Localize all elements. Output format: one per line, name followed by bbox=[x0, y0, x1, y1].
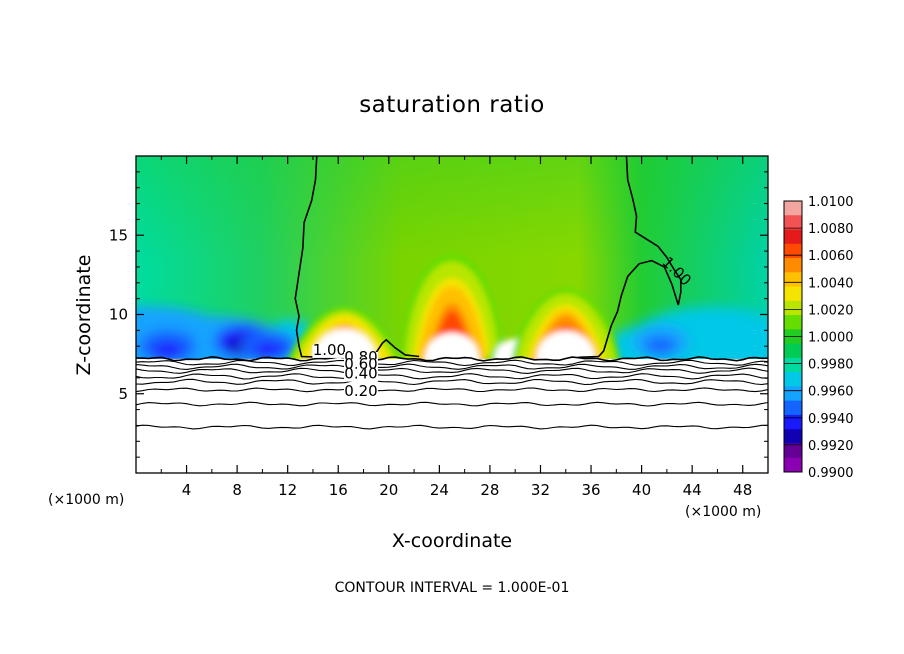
y-tick-label: 15 bbox=[109, 226, 128, 244]
colorbar-label: 0.9940 bbox=[808, 412, 854, 427]
colorbar-swatch bbox=[784, 429, 802, 444]
x-tick-label: 36 bbox=[581, 481, 600, 499]
colorbar-swatch bbox=[784, 272, 802, 287]
colorbar-swatch bbox=[784, 201, 802, 216]
colorbar-swatch bbox=[784, 357, 802, 373]
contour-line bbox=[136, 373, 768, 380]
colorbar-swatch bbox=[784, 400, 802, 416]
chart-title: saturation ratio bbox=[359, 92, 545, 118]
colorbar-swatch bbox=[784, 315, 802, 330]
y-axis-title: Z-coordinate bbox=[73, 255, 95, 376]
contour-label: 1.00 bbox=[313, 341, 346, 359]
colorbar-swatch bbox=[784, 372, 802, 387]
colorbar-label: 1.0060 bbox=[808, 249, 854, 264]
contour-line bbox=[136, 367, 768, 374]
contour-label: 0.60 bbox=[344, 355, 377, 373]
contour-label-bg bbox=[343, 368, 378, 382]
x-tick-label: 48 bbox=[733, 481, 752, 499]
contour-line bbox=[136, 387, 768, 393]
x-tick-label: 8 bbox=[232, 481, 242, 499]
colorbar-label: 0.9980 bbox=[808, 358, 854, 373]
contour-line bbox=[136, 359, 768, 367]
y-tick-label: 5 bbox=[118, 385, 128, 403]
contour-line bbox=[136, 378, 768, 386]
x-tick-label: 40 bbox=[632, 481, 651, 499]
field-minimum-core bbox=[252, 341, 285, 360]
colorbar-swatch bbox=[784, 443, 802, 459]
contour-line bbox=[136, 363, 768, 370]
contour-interval-note: CONTOUR INTERVAL = 1.000E-01 bbox=[335, 580, 570, 596]
colorbar-label: 0.9960 bbox=[808, 385, 854, 400]
contour-label: 0.20 bbox=[344, 382, 377, 400]
colorbar-swatch bbox=[784, 386, 802, 402]
x-tick-label: 44 bbox=[683, 481, 702, 499]
contour-label-bg bbox=[343, 386, 378, 400]
colorbar-swatch bbox=[784, 414, 802, 430]
x-tick-label: 24 bbox=[430, 481, 449, 499]
field-minimum-core bbox=[151, 341, 184, 360]
x-tick-label: 28 bbox=[480, 481, 499, 499]
x-unit-left: (×1000 m) bbox=[48, 492, 124, 508]
colorbar-swatch bbox=[784, 457, 802, 473]
contour-1.00-left bbox=[294, 156, 420, 359]
colorbar-label: 0.9900 bbox=[808, 466, 854, 481]
colorbar-swatch bbox=[784, 300, 802, 316]
colorbar-label: 1.0040 bbox=[808, 276, 854, 291]
field-minimum-core bbox=[644, 337, 677, 356]
colorbar: 1.0100 1.0080 1.0060 1.0040 1.0020 1.0000 0.99… bbox=[783, 195, 854, 481]
colorbar-swatch bbox=[784, 286, 802, 302]
colorbar-label: 1.0080 bbox=[808, 222, 854, 237]
field-layer bbox=[136, 156, 768, 473]
subcloud-region bbox=[136, 358, 768, 473]
x-tick-label: 4 bbox=[182, 481, 192, 499]
y-tick-label: 10 bbox=[109, 306, 128, 324]
contour-line bbox=[136, 424, 768, 430]
contour-line bbox=[136, 401, 768, 407]
x-axis-title: X-coordinate bbox=[392, 530, 512, 552]
colorbar-swatch bbox=[784, 215, 802, 230]
colorbar-label: 1.0020 bbox=[808, 303, 854, 318]
contour-label-bg bbox=[312, 344, 347, 358]
plot-area: 1.001.000.800.600.400.20 bbox=[136, 156, 768, 473]
x-unit-right: (×1000 m) bbox=[685, 504, 761, 520]
colorbar-swatch bbox=[784, 229, 802, 245]
colorbar-swatch bbox=[784, 243, 802, 259]
x-tick-label: 16 bbox=[329, 481, 348, 499]
contour-label: 0.40 bbox=[344, 365, 377, 383]
contour-1.00-right bbox=[578, 156, 682, 359]
x-tick-label: 12 bbox=[278, 481, 297, 499]
x-tick-label: 20 bbox=[379, 481, 398, 499]
colorbar-label: 0.9920 bbox=[808, 439, 854, 454]
contour-cloud-base bbox=[136, 355, 768, 362]
colorbar-label: 1.0100 bbox=[808, 195, 854, 210]
colorbar-swatch bbox=[784, 343, 802, 359]
colorbar-label: 1.0000 bbox=[808, 331, 854, 346]
x-tick-label: 32 bbox=[531, 481, 550, 499]
colorbar-swatch bbox=[784, 258, 802, 273]
